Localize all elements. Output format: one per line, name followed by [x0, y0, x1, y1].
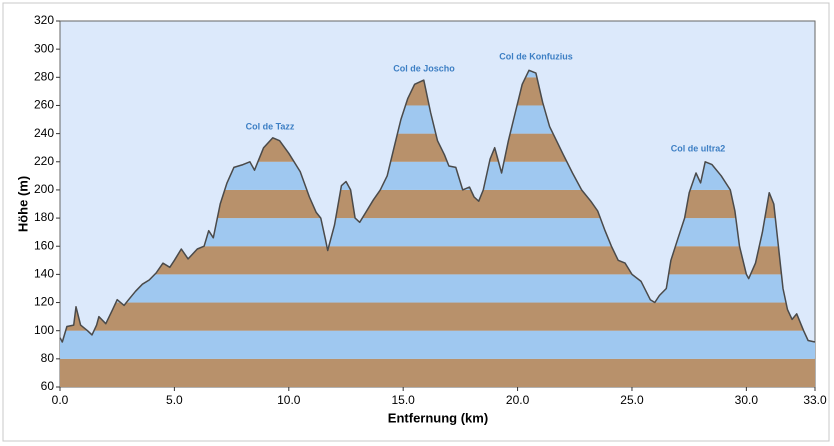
peak-label: Col de Joscho — [393, 63, 455, 73]
x-tick-label: 25.0 — [620, 393, 644, 407]
y-tick-label: 160 — [34, 238, 54, 252]
y-axis-title: Höhe (m) — [15, 176, 30, 232]
x-tick-label: 20.0 — [506, 393, 530, 407]
peak-label: Col de Tazz — [246, 121, 295, 131]
y-tick-label: 120 — [34, 295, 54, 309]
peak-label: Col de ultra2 — [671, 143, 726, 153]
x-tick-label: 10.0 — [277, 393, 301, 407]
y-tick-label: 180 — [34, 210, 54, 224]
y-tick-label: 140 — [34, 267, 54, 281]
elevation-line — [59, 69, 816, 343]
y-tick-label: 280 — [34, 69, 54, 83]
band — [60, 302, 815, 331]
x-tick-label: 5.0 — [166, 393, 183, 407]
x-tick-label: 30.0 — [735, 393, 759, 407]
y-tick-label: 320 — [34, 13, 54, 27]
x-axis-title: Entfernung (km) — [388, 410, 488, 425]
y-tick-label: 200 — [34, 182, 54, 196]
y-tick-label: 260 — [34, 98, 54, 112]
band — [60, 330, 815, 359]
y-tick-label: 100 — [34, 323, 54, 337]
x-tick-label: 0.0 — [52, 393, 69, 407]
x-tick-label: 33.0 — [803, 393, 827, 407]
y-tick-label: 300 — [34, 41, 54, 55]
band — [60, 274, 815, 303]
peak-label: Col de Konfuzius — [499, 51, 573, 61]
y-tick-label: 60 — [41, 379, 55, 393]
y-tick-label: 240 — [34, 126, 54, 140]
y-tick-label: 220 — [34, 154, 54, 168]
band — [60, 358, 815, 387]
x-tick-label: 15.0 — [392, 393, 416, 407]
y-tick-label: 80 — [41, 351, 55, 365]
